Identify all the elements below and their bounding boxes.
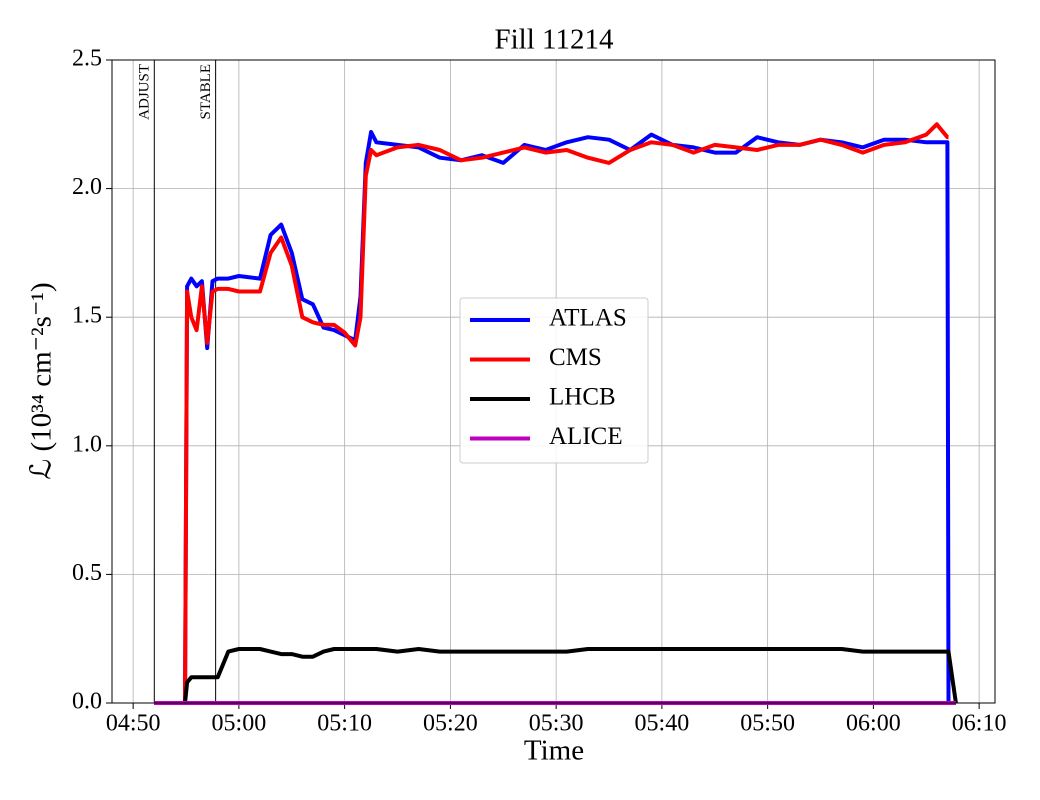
legend-label: CMS bbox=[549, 344, 602, 371]
legend-label: ATLAS bbox=[549, 305, 627, 332]
x-tick-label: 05:50 bbox=[740, 711, 795, 737]
y-tick-label: 0.0 bbox=[72, 689, 102, 715]
annotation-label: STABLE bbox=[198, 64, 214, 119]
x-tick-label: 05:10 bbox=[317, 711, 372, 737]
x-tick-label: 05:40 bbox=[635, 711, 690, 737]
legend-label: ALICE bbox=[549, 423, 623, 450]
y-tick-label: 2.5 bbox=[72, 46, 102, 72]
x-tick-label: 04:50 bbox=[106, 711, 161, 737]
y-tick-label: 1.0 bbox=[72, 431, 102, 457]
series-line bbox=[154, 122, 950, 705]
legend-box bbox=[459, 297, 649, 464]
x-tick-label: 05:20 bbox=[423, 711, 478, 737]
x-tick-label: 05:30 bbox=[529, 711, 584, 737]
x-axis-label: Time bbox=[524, 735, 584, 767]
legend-label: LHCB bbox=[549, 384, 616, 411]
y-axis-label: ℒ (10³⁴ cm⁻²s⁻¹) bbox=[26, 282, 58, 479]
y-tick-label: 0.5 bbox=[72, 560, 102, 586]
plot-frame bbox=[111, 59, 996, 704]
series-line bbox=[154, 647, 958, 705]
x-tick-label: 05:00 bbox=[212, 711, 267, 737]
chart-title: Fill 11214 bbox=[495, 24, 614, 56]
y-tick-label: 1.5 bbox=[72, 303, 102, 329]
annotation-label: ADJUST bbox=[137, 64, 153, 120]
y-tick-label: 2.0 bbox=[72, 174, 102, 200]
x-tick-label: 06:00 bbox=[846, 711, 901, 737]
x-tick-label: 06:10 bbox=[952, 711, 1007, 737]
